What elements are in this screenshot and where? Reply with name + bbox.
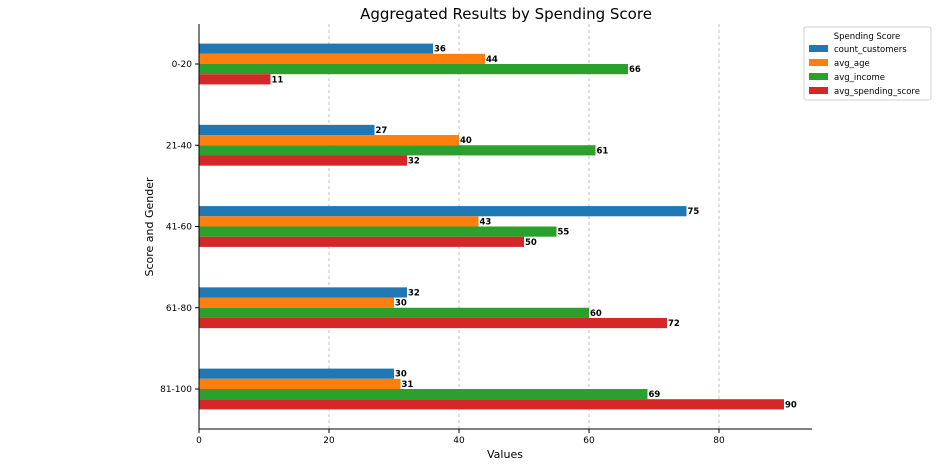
data-label: 32 bbox=[408, 157, 420, 167]
data-label: 27 bbox=[376, 126, 388, 136]
data-label: 66 bbox=[629, 65, 641, 75]
bar bbox=[199, 43, 433, 54]
legend-box bbox=[803, 26, 932, 101]
legend-label: count_customers bbox=[834, 45, 907, 55]
data-label: 72 bbox=[668, 319, 680, 329]
legend-items: count_customers avg_age avg_income avg_spen… bbox=[809, 45, 920, 97]
legend-label: avg_income bbox=[834, 73, 885, 83]
y-tick-label: 0-20 bbox=[172, 60, 193, 70]
y-ticks-group: 0-20 21-40 41-60 61-80 81-100 bbox=[160, 60, 199, 395]
legend-swatch bbox=[809, 59, 828, 66]
y-tick-label: 81-100 bbox=[160, 385, 192, 395]
bar bbox=[199, 236, 524, 247]
data-label: 60 bbox=[590, 309, 602, 319]
bar bbox=[199, 53, 485, 64]
data-label: 69 bbox=[649, 390, 661, 400]
legend-label: avg_spending_score bbox=[834, 87, 920, 97]
y-tick-label: 21-40 bbox=[166, 141, 192, 151]
bar bbox=[199, 287, 407, 298]
bar bbox=[199, 64, 628, 75]
data-label: 11 bbox=[272, 75, 284, 85]
bar bbox=[199, 74, 271, 85]
bar bbox=[199, 399, 784, 410]
bars-group bbox=[199, 43, 784, 410]
bar bbox=[199, 155, 407, 166]
grid-lines bbox=[328, 24, 720, 429]
x-tick-label: 80 bbox=[713, 436, 725, 446]
bar bbox=[199, 226, 557, 237]
bar bbox=[199, 206, 687, 217]
bar bbox=[199, 368, 394, 379]
data-label: 30 bbox=[395, 299, 407, 309]
bar bbox=[199, 135, 459, 146]
bar bbox=[199, 307, 589, 318]
data-label: 44 bbox=[486, 55, 498, 65]
legend-swatch bbox=[809, 73, 828, 80]
x-tick-label: 0 bbox=[196, 436, 202, 446]
x-axis-label: Values bbox=[487, 448, 523, 461]
data-label: 55 bbox=[558, 228, 570, 238]
legend-swatch bbox=[809, 87, 828, 94]
data-label: 75 bbox=[688, 207, 700, 217]
data-label: 30 bbox=[395, 370, 407, 380]
x-ticks-group: 0 20 40 60 80 bbox=[196, 429, 725, 446]
data-label: 31 bbox=[402, 380, 414, 390]
bar bbox=[199, 124, 375, 136]
chart-title: Aggregated Results by Spending Score bbox=[360, 5, 652, 23]
legend-swatch bbox=[809, 45, 828, 52]
data-label: 40 bbox=[460, 136, 472, 146]
bar bbox=[199, 216, 479, 227]
y-tick-label: 61-80 bbox=[166, 304, 192, 314]
data-label: 43 bbox=[480, 217, 492, 227]
legend: Spending Score count_customers avg_ageavg… bbox=[803, 26, 932, 101]
bar bbox=[199, 145, 596, 156]
x-tick-label: 40 bbox=[453, 436, 465, 446]
bar bbox=[199, 317, 667, 329]
data-label: 36 bbox=[434, 45, 446, 55]
y-tick-label: 41-60 bbox=[166, 223, 192, 233]
x-tick-label: 60 bbox=[583, 436, 595, 446]
data-label: 61 bbox=[597, 146, 609, 156]
x-tick-label: 20 bbox=[323, 436, 335, 446]
legend-label: avg_age bbox=[834, 59, 870, 69]
bar bbox=[199, 297, 394, 308]
bar bbox=[199, 389, 648, 400]
y-axis-label: Score and Gender bbox=[143, 177, 156, 277]
data-label: 32 bbox=[408, 288, 420, 298]
legend-title: Spending Score bbox=[834, 32, 900, 42]
bar bbox=[199, 378, 401, 389]
data-label: 90 bbox=[785, 400, 797, 410]
data-label: 50 bbox=[525, 238, 537, 248]
